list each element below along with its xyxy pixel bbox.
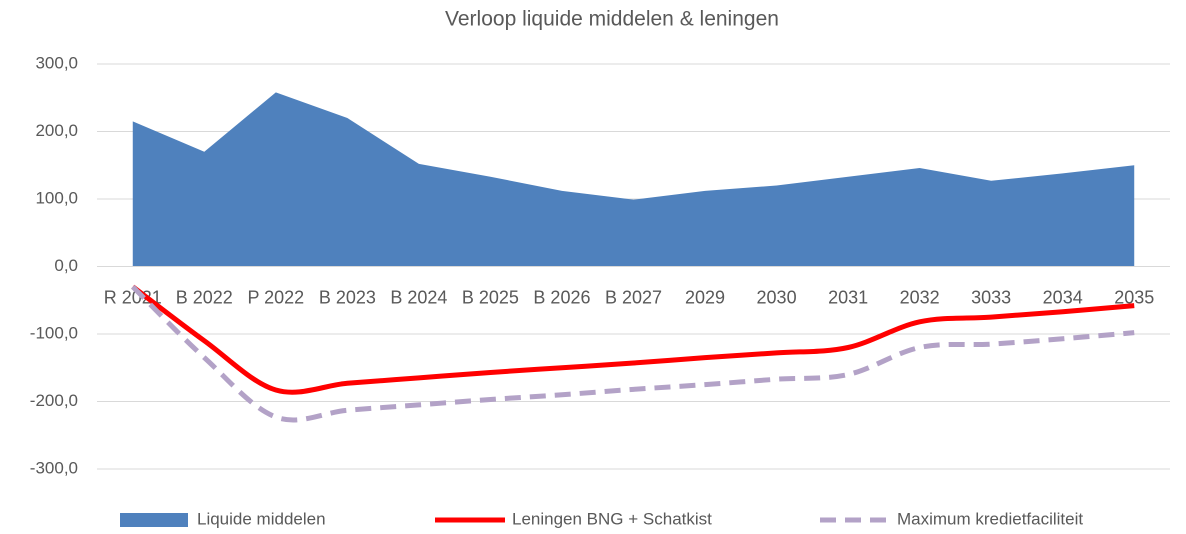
y-tick-label: -100,0 bbox=[30, 323, 78, 342]
y-tick-label: 0,0 bbox=[54, 256, 78, 275]
x-tick-label: B 2026 bbox=[533, 287, 590, 307]
x-tick-label: 2035 bbox=[1114, 287, 1154, 307]
y-tick-label: 200,0 bbox=[35, 121, 78, 140]
legend-label: Liquide middelen bbox=[197, 509, 326, 528]
y-tick-label: 300,0 bbox=[35, 53, 78, 72]
y-tick-label: -300,0 bbox=[30, 458, 78, 477]
x-tick-label: B 2024 bbox=[390, 287, 447, 307]
x-tick-label: 3033 bbox=[971, 287, 1011, 307]
x-tick-label: 2034 bbox=[1043, 287, 1083, 307]
line bbox=[131, 284, 1135, 395]
x-tick-label: 2030 bbox=[757, 287, 797, 307]
x-tick-label: B 2027 bbox=[605, 287, 662, 307]
x-tick-label: P 2022 bbox=[247, 287, 304, 307]
legend-label: Leningen BNG + Schatkist bbox=[512, 509, 712, 528]
area bbox=[132, 92, 1135, 267]
x-tick-label: B 2023 bbox=[319, 287, 376, 307]
x-tick-label: 2031 bbox=[828, 287, 868, 307]
chart-title: Verloop liquide middelen & leningen bbox=[445, 8, 779, 31]
x-tick-label: B 2022 bbox=[176, 287, 233, 307]
x-tick-label: B 2025 bbox=[462, 287, 519, 307]
legend-swatch bbox=[120, 513, 188, 527]
x-tick-label: 2029 bbox=[685, 287, 725, 307]
legend-label: Maximum kredietfaciliteit bbox=[897, 509, 1083, 528]
x-tick-label: 2032 bbox=[900, 287, 940, 307]
y-tick-label: 100,0 bbox=[35, 188, 78, 207]
y-tick-label: -200,0 bbox=[30, 391, 78, 410]
x-tick-label: R 2021 bbox=[104, 287, 162, 307]
